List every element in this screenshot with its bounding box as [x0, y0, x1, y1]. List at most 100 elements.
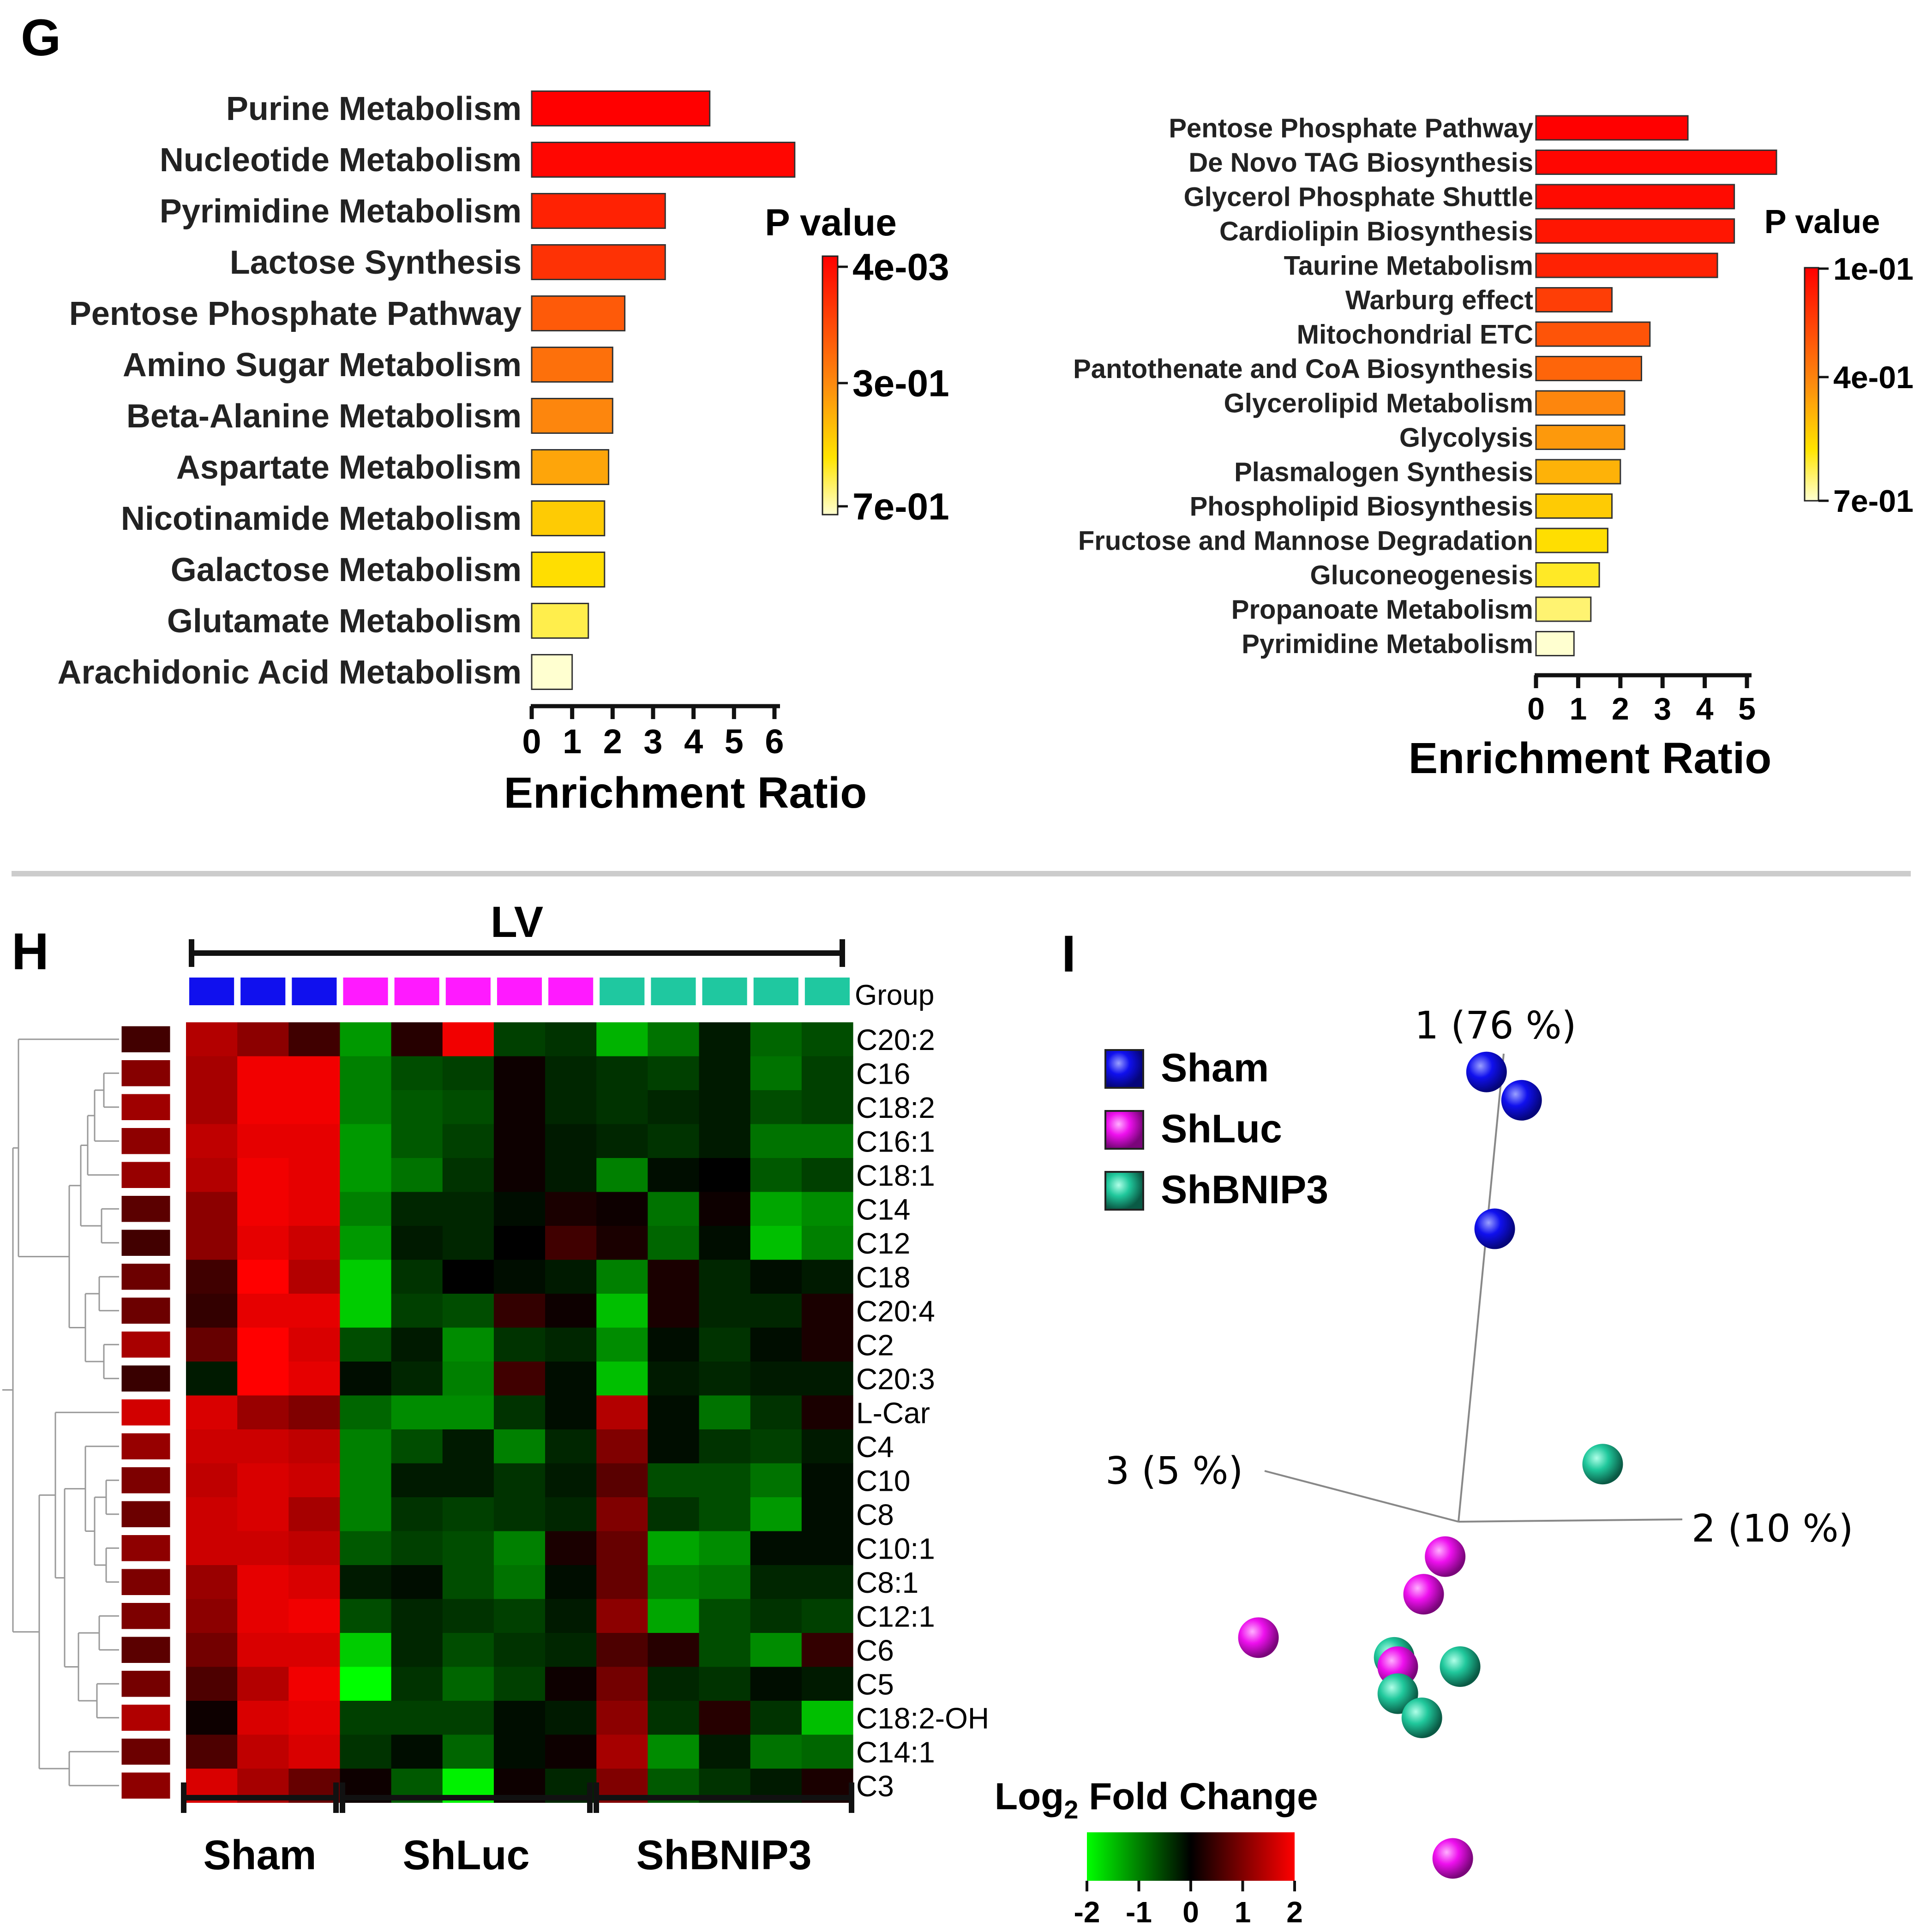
- heatmap-cell: [750, 1124, 802, 1158]
- heatmap-group-swatch: [548, 978, 594, 1005]
- heatmap-row-label: C8: [856, 1498, 894, 1531]
- gl-tick-label: 4: [684, 722, 703, 761]
- panel-label-h: H: [12, 923, 49, 980]
- heatmap-cell: [750, 1226, 802, 1260]
- heatmap-row-label: C20:3: [856, 1362, 935, 1396]
- heatmap-cell: [699, 1701, 751, 1735]
- heatmap-annotation-cell: [120, 1432, 172, 1461]
- heatmap-cell: [699, 1362, 751, 1396]
- heatmap-cell: [699, 1056, 751, 1091]
- heatmap-cell: [186, 1565, 238, 1600]
- heatmap-cell: [801, 1022, 853, 1057]
- heatmap-cell: [801, 1667, 853, 1701]
- heatmap-cell: [596, 1599, 648, 1633]
- heatmap-cell: [442, 1362, 494, 1396]
- heatmap-cell: [648, 1395, 700, 1430]
- g-right-chart: Pentose Phosphate Pathway De Novo TAG Bio…: [1073, 113, 1914, 783]
- gr-category-label: Glycerolipid Metabolism: [1224, 388, 1533, 418]
- heatmap-cell: [340, 1294, 392, 1328]
- heatmap-cell: [186, 1090, 238, 1125]
- heatmap-annotation-cell: [120, 1025, 172, 1054]
- heatmap-row-label: C12:1: [856, 1600, 935, 1633]
- g-left-legend-title: P value: [765, 202, 897, 244]
- pca-legend-label: Sham: [1161, 1046, 1269, 1090]
- heatmap-cell: [186, 1497, 238, 1532]
- heatmap-cell: [801, 1124, 853, 1158]
- heatmap-cell: [391, 1734, 443, 1769]
- heatmap-cell: [186, 1463, 238, 1498]
- gr-category-label: Pentose Phosphate Pathway: [1169, 113, 1533, 143]
- gr-bar: [1535, 390, 1626, 416]
- gl-bar: [531, 295, 626, 331]
- heatmap-title: LV: [491, 898, 543, 947]
- gr-bar: [1535, 356, 1642, 381]
- i-pca-plot: 1 (76 %) 2 (10 %) 3 (5 %) Sham ShLuc ShBNI…: [1104, 1004, 1854, 1879]
- heatmap-colorbar: [1087, 1832, 1295, 1881]
- heatmap-cell: [237, 1124, 289, 1158]
- gr-bar: [1535, 150, 1777, 175]
- heatmap-cell: [391, 1497, 443, 1532]
- heatmap-cell: [186, 1226, 238, 1260]
- heatmap-cell: [699, 1599, 751, 1633]
- heatmap-row-label: C10:1: [856, 1532, 935, 1565]
- heatmap-cell: [340, 1362, 392, 1396]
- heatmap-colorbar-ticks: -2 -1 0 1 2: [1074, 1881, 1303, 1929]
- gl-category-label: Pentose Phosphate Pathway: [69, 295, 522, 332]
- heatmap-cell: [288, 1633, 341, 1668]
- gr-bar: [1535, 631, 1575, 656]
- gr-tick-label: 5: [1738, 691, 1756, 726]
- heatmap-cell: [750, 1463, 802, 1498]
- heatmap-annotation-cell: [120, 1567, 172, 1596]
- gr-category-label: Glycerol Phosphate Shuttle: [1184, 182, 1533, 212]
- heatmap-cell: [237, 1599, 289, 1633]
- heatmap-row-label: C4: [856, 1430, 894, 1464]
- heatmap-cell: [648, 1124, 700, 1158]
- heatmap-cell: [442, 1260, 494, 1294]
- heatmap-cell: [545, 1158, 597, 1193]
- heatmap-cell: [545, 1395, 597, 1430]
- heatmap-cell: [545, 1022, 597, 1057]
- heatmap-cell: [596, 1362, 648, 1396]
- heatmap-cell: [391, 1599, 443, 1633]
- heatmap-cell: [237, 1158, 289, 1193]
- g-left-chart: Purine Metabolism Nucleotide Metabolism Py…: [57, 90, 949, 817]
- heatmap-cell: [750, 1429, 802, 1464]
- heatmap-row-label: C16:1: [856, 1125, 935, 1158]
- heatmap-group-swatch: [702, 978, 747, 1005]
- gr-category-label: Mitochondrial ETC: [1297, 319, 1533, 349]
- heatmap-cell: [648, 1633, 700, 1668]
- heatmap-cell: [699, 1294, 751, 1328]
- gl-category-label: Aspartate Metabolism: [176, 449, 522, 486]
- heatmap-cell: [391, 1362, 443, 1396]
- heatmap-cell: [750, 1565, 802, 1600]
- colorbar-title: Log2 Fold Change: [995, 1776, 1318, 1824]
- g-left-x-axis-label: Enrichment Ratio: [504, 768, 867, 817]
- heatmap-cell: [545, 1463, 597, 1498]
- heatmap-row-label: C12: [856, 1227, 910, 1260]
- heatmap-cell: [596, 1327, 648, 1362]
- gl-bar: [531, 347, 613, 383]
- gr-category-label: Plasmalogen Synthesis: [1234, 457, 1533, 487]
- heatmap-cell: [750, 1090, 802, 1125]
- heatmap-cell: [648, 1260, 700, 1294]
- heatmap-cell: [288, 1531, 341, 1566]
- heatmap-group-swatch: [445, 978, 491, 1005]
- gl-tick-label: 0: [522, 722, 541, 761]
- heatmap-cell: [545, 1599, 597, 1633]
- heatmap-row-label: C10: [856, 1464, 910, 1497]
- pca-legend-swatch: [1104, 1049, 1144, 1089]
- heatmap-cell: [442, 1090, 494, 1125]
- heatmap-cell: [391, 1701, 443, 1735]
- heatmap-cell: [288, 1090, 341, 1125]
- heatmap-cell: [493, 1192, 546, 1226]
- heatmap-cell: [237, 1463, 289, 1498]
- heatmap-cell: [237, 1362, 289, 1396]
- heatmap-cell: [750, 1667, 802, 1701]
- heatmap-cell: [288, 1565, 341, 1600]
- heatmap-group-brackets: Sham ShLuc ShBNIP3: [181, 1782, 854, 1878]
- heatmap-cell: [648, 1192, 700, 1226]
- gl-tick-label: 1: [563, 722, 582, 761]
- heatmap-cell: [648, 1022, 700, 1057]
- gr-bar: [1535, 252, 1718, 278]
- heatmap-row-label: C3: [856, 1770, 894, 1803]
